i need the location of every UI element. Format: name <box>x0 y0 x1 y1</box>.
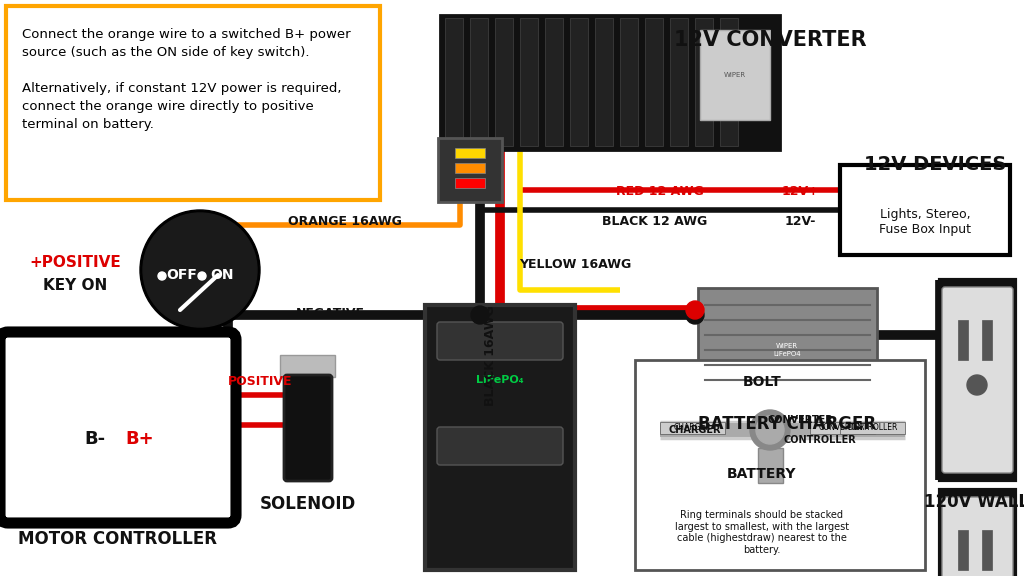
Bar <box>570 18 588 146</box>
Text: MOTOR CONTROLLER: MOTOR CONTROLLER <box>18 530 217 548</box>
Bar <box>940 280 1015 480</box>
Bar <box>840 422 905 434</box>
Text: Lights, Stereo,
Fuse Box Input: Lights, Stereo, Fuse Box Input <box>879 208 971 236</box>
Text: Connect the orange wire to a switched B+ power
source (such as the ON side of ke: Connect the orange wire to a switched B+… <box>22 28 350 131</box>
Text: WIPER
LiFePO4: WIPER LiFePO4 <box>773 343 801 357</box>
Bar <box>958 320 968 360</box>
Text: LiFePO₄: LiFePO₄ <box>476 375 524 385</box>
Text: WIPER: WIPER <box>724 72 746 78</box>
Bar <box>455 148 485 158</box>
Text: ORANGE 16AWG: ORANGE 16AWG <box>288 215 402 228</box>
Bar <box>982 320 992 360</box>
Text: 12V+: 12V+ <box>781 185 819 198</box>
Text: +POSITIVE: +POSITIVE <box>29 255 121 270</box>
Circle shape <box>686 301 705 319</box>
FancyBboxPatch shape <box>942 287 1013 473</box>
Text: CONVERTER: CONVERTER <box>767 415 833 425</box>
Text: ON: ON <box>210 268 233 282</box>
FancyBboxPatch shape <box>6 6 380 200</box>
Text: POSITIVE: POSITIVE <box>227 375 292 388</box>
Circle shape <box>143 213 257 327</box>
Circle shape <box>686 306 705 324</box>
Bar <box>545 18 563 146</box>
Text: YELLOW 16AWG: YELLOW 16AWG <box>519 258 631 271</box>
Bar <box>810 422 874 434</box>
Bar <box>620 18 638 146</box>
FancyBboxPatch shape <box>437 322 563 360</box>
Bar <box>455 163 485 173</box>
Bar <box>470 18 488 146</box>
FancyBboxPatch shape <box>437 427 563 465</box>
Text: BATTERY CHARGER: BATTERY CHARGER <box>698 415 877 433</box>
FancyBboxPatch shape <box>698 288 877 402</box>
Text: NEGATIVE: NEGATIVE <box>296 307 365 320</box>
Bar <box>958 530 968 570</box>
Text: BLACK 12 AWG: BLACK 12 AWG <box>602 215 708 228</box>
FancyBboxPatch shape <box>942 497 1013 576</box>
Circle shape <box>750 410 790 450</box>
Bar <box>280 355 335 377</box>
FancyBboxPatch shape <box>0 332 236 523</box>
Text: BATTERY: BATTERY <box>727 467 797 481</box>
Text: BOLT: BOLT <box>742 375 781 389</box>
Text: OFF: OFF <box>167 268 198 282</box>
Circle shape <box>140 210 260 330</box>
Text: 120V WALL: 120V WALL <box>925 493 1024 511</box>
FancyBboxPatch shape <box>438 138 502 202</box>
Text: SOLENOID: SOLENOID <box>260 495 356 513</box>
Bar <box>695 18 713 146</box>
Text: 12V-: 12V- <box>784 215 816 228</box>
Bar <box>520 18 538 146</box>
Text: 12V CONVERTER: 12V CONVERTER <box>674 30 866 50</box>
Text: CONTROLLER: CONTROLLER <box>783 435 856 445</box>
Bar <box>635 360 925 570</box>
Bar <box>982 530 992 570</box>
Text: KEY ON: KEY ON <box>43 278 108 293</box>
Bar <box>445 18 463 146</box>
Bar <box>940 490 1015 576</box>
Bar <box>700 30 770 120</box>
Bar <box>758 448 783 483</box>
Text: CONTROLLER: CONTROLLER <box>846 423 898 433</box>
Text: RED 12 AWG: RED 12 AWG <box>616 185 703 198</box>
Bar <box>495 18 513 146</box>
Circle shape <box>471 306 489 324</box>
Bar <box>720 18 738 146</box>
Circle shape <box>158 272 166 280</box>
Bar <box>840 165 1010 255</box>
Bar <box>670 18 688 146</box>
Bar <box>455 178 485 188</box>
Text: B-: B- <box>84 430 105 448</box>
Bar <box>440 15 780 150</box>
Circle shape <box>198 272 206 280</box>
Circle shape <box>967 375 987 395</box>
Bar <box>660 422 725 434</box>
Text: CHARGER: CHARGER <box>673 423 711 433</box>
Bar <box>645 18 663 146</box>
Text: CONVERTER: CONVERTER <box>819 423 865 433</box>
Text: B+: B+ <box>126 430 155 448</box>
Text: BLACK 16AWG: BLACK 16AWG <box>483 305 497 406</box>
Text: Ring terminals should be stacked
largest to smallest, with the largest
cable (hi: Ring terminals should be stacked largest… <box>675 510 849 555</box>
Bar <box>425 305 575 570</box>
Text: 12V DEVICES: 12V DEVICES <box>864 155 1007 174</box>
Text: CHARGER: CHARGER <box>669 425 721 435</box>
FancyBboxPatch shape <box>284 375 332 481</box>
Bar <box>595 18 613 146</box>
Circle shape <box>756 416 784 444</box>
